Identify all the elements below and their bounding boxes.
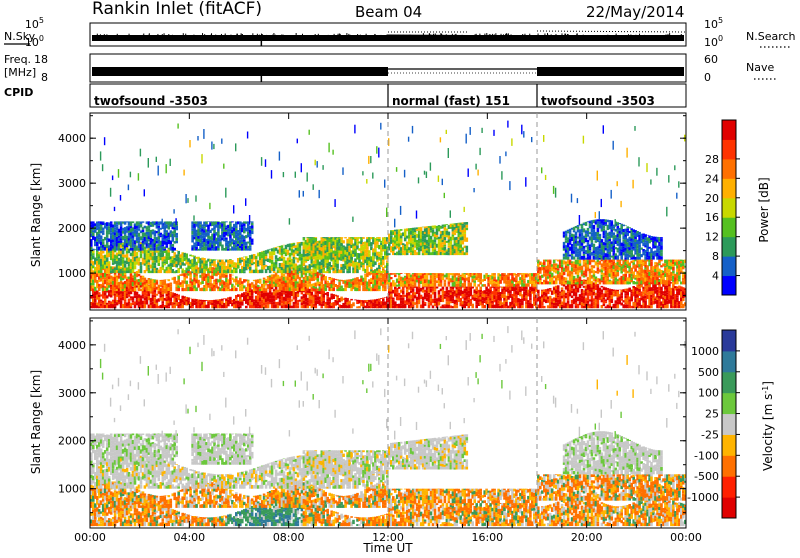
- velocity-colorbar: -1000 -500 -100 -25 25 100 500 1000: [687, 330, 740, 519]
- power-colorbar-tick-label: 24: [705, 172, 719, 185]
- radar-title: Rankin Inlet (fitACF): [92, 0, 262, 19]
- nsky-tick-bottom: 100: [25, 34, 44, 49]
- cpid-segments: twofsound -3503 normal (fast) 151 twofsoun…: [94, 84, 655, 108]
- velocity-colorbar-tick-label: 500: [698, 366, 719, 379]
- velocity-colorbar-tick-label: -500: [694, 470, 719, 483]
- time-tick-label: 08:00: [273, 531, 305, 544]
- velocity-y-tick-label: 2000: [58, 435, 86, 448]
- nsky-trace: [92, 31, 686, 46]
- time-tick-label: 00:00: [74, 531, 106, 544]
- time-tick-label: 20:00: [571, 531, 603, 544]
- power-colorbar-tick-label: 8: [712, 250, 719, 263]
- power-colorbar-tick-label: 12: [705, 231, 719, 244]
- power-colorbar-tick-label: 16: [705, 211, 719, 224]
- velocity-colorbar-tick-label: 25: [705, 408, 719, 421]
- nave-tick-bottom: 0: [704, 71, 711, 84]
- x-axis-label: Time UT: [362, 541, 413, 554]
- velocity-colorbar-tick-label: 1000: [691, 345, 719, 358]
- cpid-segment-label: twofsound -3503: [541, 94, 655, 108]
- velocity-colorbar-label: Velocity [m s-1]: [761, 381, 775, 471]
- velocity-y-tick-label: 4000: [58, 339, 86, 352]
- velocity-colorbar-tick-label: 100: [698, 387, 719, 400]
- freq-tick-bottom: 8: [41, 71, 48, 84]
- beam-label: Beam 04: [355, 3, 422, 21]
- power-y-tick-label: 1000: [58, 267, 86, 280]
- velocity-y-tick-label: 3000: [58, 387, 86, 400]
- velocity-y-axis-label: Slant Range [km]: [29, 370, 43, 474]
- time-tick-label: 04:00: [173, 531, 205, 544]
- power-y-axis-label: Slant Range [km]: [29, 163, 43, 267]
- freq-tick-top: 18: [34, 53, 48, 66]
- nsky-tick-top: 105: [25, 16, 44, 31]
- velocity-y-tick-label: 1000: [58, 483, 86, 496]
- power-colorbar-tick-label: 20: [705, 192, 719, 205]
- nsky-strip-frame: [90, 23, 686, 46]
- freq-label: Freq.: [4, 53, 31, 66]
- cpid-segment-label: twofsound -3503: [94, 94, 208, 108]
- power-y-tick-label: 4000: [58, 132, 86, 145]
- power-colorbar-label: Power [dB]: [757, 177, 771, 242]
- power-colorbar-tick-label: 28: [705, 153, 719, 166]
- nave-tick-top: 60: [704, 53, 718, 66]
- power-colorbar: 4 8 12 16 20 24 28: [705, 120, 740, 296]
- power-y-tick-label: 3000: [58, 177, 86, 190]
- velocity-colorbar-tick-label: -25: [701, 428, 719, 441]
- nsearch-tick-bottom: 100: [704, 34, 723, 49]
- cpid-label: CPID: [4, 86, 33, 99]
- date-label: 22/May/2014: [586, 3, 684, 21]
- power-colorbar-tick-label: 4: [712, 270, 719, 283]
- nsearch-tick-top: 105: [704, 16, 723, 31]
- nsearch-label: N.Search: [746, 30, 796, 43]
- time-tick-label: 00:00: [670, 531, 702, 544]
- power-y-tick-label: 2000: [58, 222, 86, 235]
- freq-trace: [92, 67, 684, 82]
- velocity-colorbar-tick-label: -100: [694, 449, 719, 462]
- nave-label: Nave: [746, 61, 774, 74]
- freq-unit: [MHz]: [4, 66, 36, 79]
- time-tick-label: 16:00: [471, 531, 503, 544]
- velocity-colorbar-tick-label: -1000: [687, 491, 719, 504]
- cpid-segment-label: normal (fast) 151: [392, 94, 510, 108]
